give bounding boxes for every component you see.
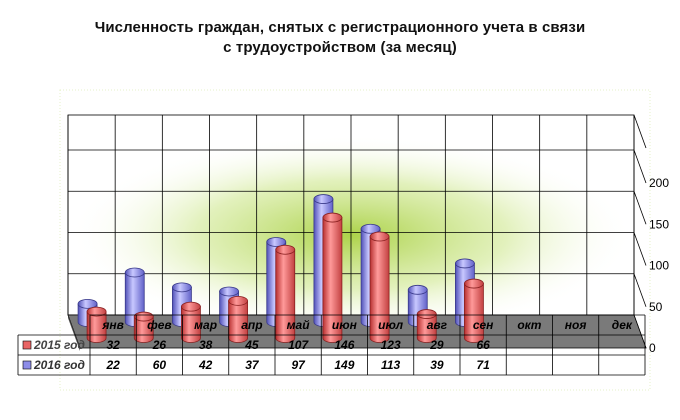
bar-2016-июл-top	[360, 223, 381, 234]
data-label: 113	[381, 358, 400, 372]
data-label: 39	[430, 358, 444, 372]
bar-2015-сен-body	[464, 283, 484, 343]
chart-title-line-1: Численность граждан, снятых с регистраци…	[94, 19, 586, 36]
bar-2015-июл-body	[369, 236, 390, 343]
x-tick-label: дек	[612, 318, 633, 332]
x-tick-label: ноя	[565, 318, 587, 332]
data-label: 97	[291, 358, 306, 372]
floor-edge	[68, 315, 80, 351]
data-label: 22	[105, 358, 120, 372]
wall-texture-frame	[59, 89, 651, 391]
data-label: 123	[381, 338, 401, 352]
y-tick-label: 0	[649, 341, 656, 355]
bar-2015-апр	[228, 295, 248, 343]
legend-key-2015 год	[22, 340, 32, 350]
bar-2015-фев	[133, 311, 154, 343]
bar-2016-авг-top	[407, 284, 428, 295]
grid-depth-200	[633, 149, 647, 184]
x-tick-label: янв	[101, 318, 124, 332]
x-tick-label: апр	[241, 318, 262, 332]
wall-top-depth	[633, 114, 647, 149]
bar-2015-фев-top	[133, 311, 154, 322]
bar-2016-июн-top	[313, 194, 334, 204]
bar-2015-май	[275, 244, 296, 343]
bar-2015-фев-body	[133, 316, 154, 343]
bar-2016-апр-top	[219, 286, 239, 297]
bar-2015-мар	[181, 301, 201, 343]
bar-2015-июл	[369, 231, 390, 343]
x-tick-label: июн	[332, 318, 358, 332]
bar-2015-май-body	[275, 249, 296, 343]
x-tick-label: окт	[517, 318, 541, 332]
bar-2016-май-top	[266, 237, 287, 247]
data-label: 71	[476, 358, 490, 372]
bar-2016-мар-top	[172, 282, 192, 293]
chart-title: Численность граждан, снятых с регистраци…	[0, 18, 680, 58]
bar-2015-май-top	[275, 244, 296, 255]
data-label: 26	[152, 338, 167, 352]
bar-2015-июн-body	[322, 217, 343, 343]
bar-2015-мар-top	[181, 301, 201, 312]
grid-depth-100	[633, 232, 647, 266]
legend-label: 2016 год	[33, 358, 85, 372]
x-tick-label: авг	[427, 318, 448, 332]
data-label: 146	[334, 338, 354, 352]
bar-2016-фев-top	[124, 267, 145, 278]
grid-depth-150	[633, 191, 647, 225]
legend-label: 2015 год	[33, 338, 85, 352]
bar-2015-авг-top	[416, 309, 437, 319]
grid-depth-50	[633, 273, 647, 307]
legend-key-2016 год	[22, 360, 32, 370]
data-label: 45	[244, 338, 259, 352]
bar-2016-янв-top	[77, 298, 98, 309]
x-tick-label: июл	[378, 318, 404, 332]
data-label: 32	[106, 338, 120, 352]
bar-2015-апр-top	[228, 295, 248, 306]
chart-title-line-2: с трудоустройством (за месяц)	[223, 39, 457, 56]
bar-2015-мар-body	[181, 306, 201, 343]
y-tick-label: 50	[649, 300, 663, 314]
y-tick-label: 150	[649, 217, 669, 231]
bar-2015-июн	[322, 212, 343, 343]
y-tick-label: 100	[649, 259, 669, 273]
data-label: 107	[288, 338, 309, 352]
data-label: 37	[245, 358, 260, 372]
bar-2015-сен	[464, 278, 484, 343]
y-tick-label: 200	[649, 176, 669, 190]
x-tick-label: фев	[147, 318, 172, 332]
data-label: 38	[199, 338, 213, 352]
bar-2016-сен-top	[455, 258, 475, 269]
bar-2015-июн-top	[322, 212, 343, 223]
bar-2015-июл-top	[369, 231, 390, 242]
data-label: 29	[429, 338, 444, 352]
x-tick-label: мар	[194, 318, 217, 332]
data-label: 149	[334, 358, 354, 372]
data-label: 42	[198, 358, 213, 372]
x-tick-label: сен	[473, 318, 494, 332]
data-label: 60	[153, 358, 167, 372]
x-tick-label: май	[287, 318, 311, 332]
bar-2015-сен-top	[464, 278, 484, 289]
data-label: 66	[476, 338, 490, 352]
bar-2015-янв-top	[86, 306, 107, 317]
